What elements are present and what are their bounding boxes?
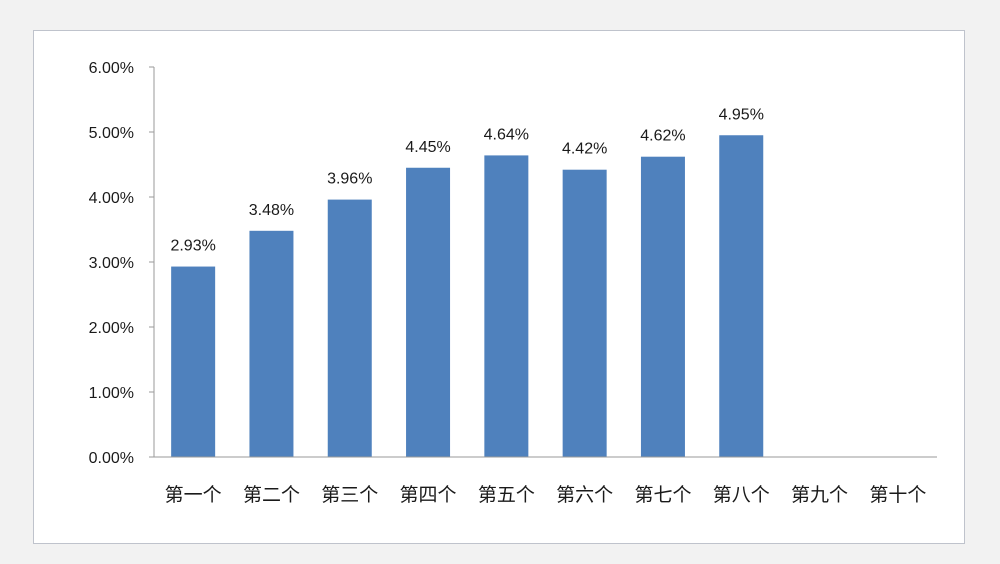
y-tick-label: 3.00% (89, 255, 134, 272)
bar (327, 199, 372, 457)
y-axis: 0.00% 1.00% 2.00% 3.00% 4.00% 5.00% 6.00% (89, 60, 155, 467)
x-category-label: 第五个 (478, 484, 535, 506)
x-axis: 第一个 第二个 第三个 第四个 第五个 第六个 第七个 第八个 第九个 第十个 (154, 456, 937, 506)
x-category-label: 第八个 (713, 484, 770, 506)
y-tick-label: 5.00% (89, 125, 134, 142)
x-category-label: 第四个 (400, 484, 457, 506)
bar (640, 156, 685, 457)
bar-data-label: 3.96% (327, 171, 372, 188)
bar-data-label: 4.42% (562, 141, 607, 158)
y-tick-label: 2.00% (89, 320, 134, 337)
x-category-label: 第二个 (243, 484, 300, 506)
x-category-label: 第七个 (634, 484, 691, 506)
x-category-label: 第十个 (869, 484, 926, 506)
bar-data-label: 4.45% (405, 139, 450, 156)
y-tick-label: 4.00% (89, 190, 134, 207)
bar-data-label: 4.95% (719, 106, 764, 123)
bar (171, 266, 216, 457)
x-category-label: 第九个 (791, 484, 848, 506)
bar (484, 155, 529, 457)
bar (249, 230, 294, 457)
bar-data-label: 3.48% (249, 202, 294, 219)
y-tick-label: 1.00% (89, 385, 134, 402)
bar-data-label: 2.93% (170, 238, 215, 255)
y-tick-label: 6.00% (89, 60, 134, 77)
x-category-label: 第三个 (321, 484, 378, 506)
x-category-label: 第一个 (165, 484, 222, 506)
bar (719, 135, 764, 457)
bars (171, 135, 764, 457)
bar (406, 167, 451, 457)
x-category-label: 第六个 (556, 484, 613, 506)
y-tick-label: 0.00% (89, 450, 134, 467)
bar-data-label: 4.64% (484, 126, 529, 143)
data-labels: 2.93% 3.48% 3.96% 4.45% 4.64% 4.42% 4.62% 4.95% (170, 106, 763, 254)
bar (562, 169, 607, 457)
bar-data-label: 4.62% (640, 128, 685, 145)
